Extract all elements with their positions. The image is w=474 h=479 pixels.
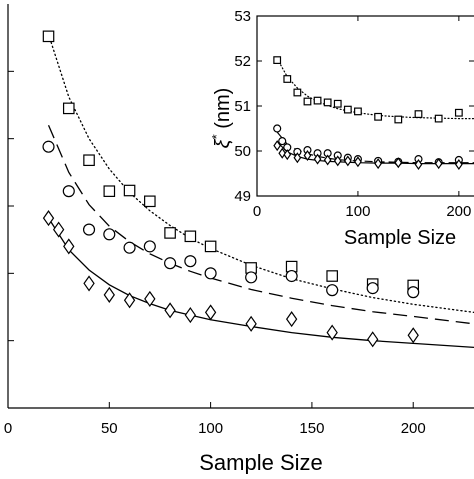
inset-square-point [303,97,312,106]
circle-point [82,223,96,236]
inset-diamond-point [283,149,292,161]
x-tick-label: 50 [101,420,118,437]
inset-diamond-point [354,156,362,168]
diamond-point [103,286,115,303]
inset-plot: 0 100 200 49 50 51 52 53 Sample Size ξ* (nm) [209,8,474,249]
x-tick-label: 200 [401,420,426,437]
inset-square-point [313,96,322,105]
inset-square-point [333,99,342,108]
diamond-point [144,290,156,307]
inset-diamond-point [374,158,382,170]
inset-diamond-point [273,140,282,152]
inset-series-diamond [273,140,474,170]
inset-y-tick-label: 51 [234,98,251,115]
inset-y-axis-symbol: ξ [212,138,234,148]
diamond-point [63,238,75,255]
inset-y-tick-label: 52 [234,53,251,70]
circle-point [184,255,197,268]
inset-x-axis-title: Sample Size [344,227,456,249]
square-point [62,102,75,115]
x-tick-label: 0 [4,420,12,437]
square-point [123,184,136,197]
inset-x-tick-label: 200 [446,203,471,220]
diamond-point [184,307,197,324]
inset-square-point [434,114,443,123]
main-plot: 0 50 100 150 200 Sample Size [4,4,474,475]
inset-y-axis-title: ξ* (nm) [209,88,234,149]
diamond-point [245,315,257,332]
inset-diamond-point [394,157,403,169]
circle-point [285,269,298,283]
inset-diamond-point [313,153,322,165]
inset-y-axis-unit: (nm) [212,88,234,135]
circle-point [123,241,136,254]
diamond-point [407,327,419,344]
inset-circle-point [278,137,287,146]
inset-diamond-point [293,152,302,164]
inset-diamond-point [434,158,443,170]
x-tick-label: 100 [198,420,223,437]
x-axis-title: Sample Size [199,450,323,474]
inset-diamond-point [414,159,423,170]
circle-point [143,240,156,253]
diamond-point [204,304,217,321]
inset-square-point [414,110,423,119]
inset-circle-point [273,124,282,133]
square-point [42,30,55,43]
diamond-point [83,275,95,292]
inset-y-tick-label: 50 [234,143,251,160]
diamond-point [164,302,176,319]
inset-y-tick-label: 53 [234,8,251,25]
circle-point [204,267,217,280]
inset-frame [256,15,474,197]
series-diamond [42,210,474,349]
inset-square-point [293,88,302,97]
inset-y-tick-label: 49 [234,188,251,205]
inset-x-tick-label: 0 [253,203,261,220]
square-point [83,154,95,167]
inset-diamond-point [303,150,312,161]
inset-diamond-point [333,155,342,167]
inset-diamond-point [278,147,287,159]
circle-point [326,284,339,297]
square-point [184,230,197,243]
inset-diamond-point [323,154,332,166]
inset-square-point [323,98,332,107]
square-point [144,195,156,208]
circle-point [407,286,420,299]
diamond-point [367,331,379,348]
circle-point [366,282,379,295]
inset-square-point [374,112,383,121]
circle-point [42,140,55,153]
inset-x-tick-label: 100 [345,203,370,220]
circle-point [164,257,177,270]
inset-square-point [283,75,292,83]
inset-series-square [273,56,474,124]
inset-square-point [343,105,352,114]
diamond-point [285,311,298,328]
circle-point [245,271,258,284]
circle-point [62,185,75,198]
inset-diamond-point [343,155,352,167]
square-point [103,185,116,197]
square-point [326,270,338,282]
fit-line-dashed [47,124,474,325]
diamond-point [326,324,338,341]
diamond-point [52,221,65,238]
square-point [164,227,176,239]
inset-square-point [354,107,362,116]
inset-y-axis-superscript: * [209,134,224,139]
diamond-point [42,210,55,227]
diamond-point [123,292,136,309]
inset-diamond-point [454,159,463,170]
inset-square-point [394,115,403,124]
square-point [204,240,217,253]
series-circle [42,124,474,325]
circle-point [103,228,116,241]
inset-square-point [454,108,463,117]
inset-square-point [273,56,282,64]
x-tick-label: 150 [299,420,324,437]
